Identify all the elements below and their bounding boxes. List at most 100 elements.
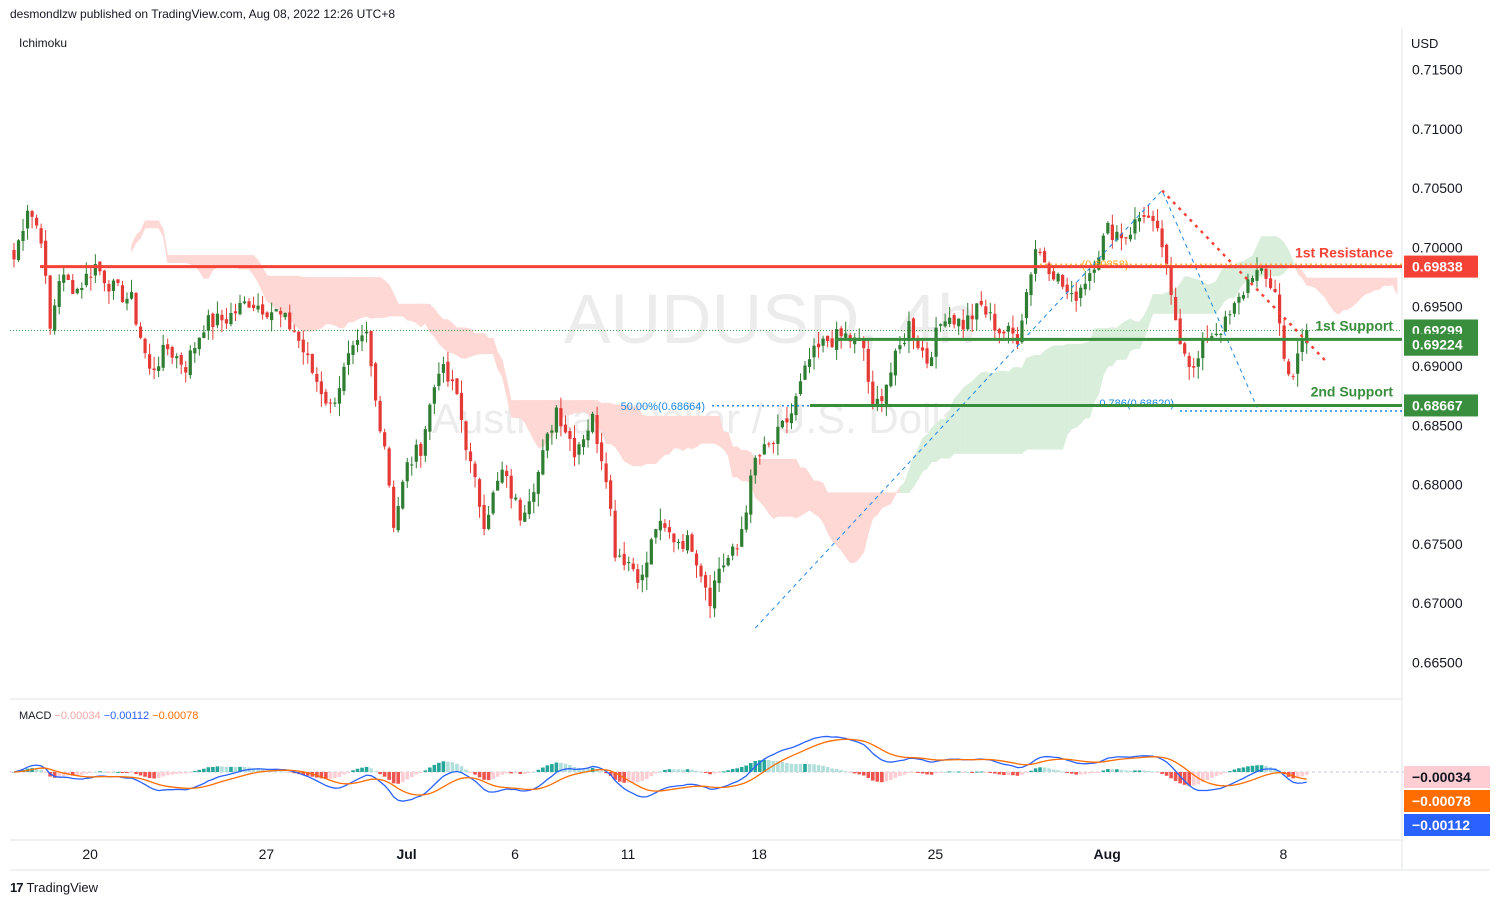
candle-body — [1047, 263, 1051, 275]
candle-body — [731, 546, 735, 556]
support2-price-tag-box — [1404, 394, 1478, 417]
candle-body — [1137, 217, 1142, 222]
macd-bar — [477, 772, 482, 778]
macd-bar — [391, 772, 396, 784]
macd-bar — [541, 767, 545, 772]
candle — [672, 533, 676, 553]
candle-body — [89, 276, 93, 278]
candle — [735, 543, 739, 556]
macd-bar — [595, 769, 599, 772]
macd-bar — [409, 772, 414, 778]
time-tick: Jul — [396, 846, 416, 862]
price-tick: 0.68000 — [1412, 477, 1463, 493]
candle — [884, 384, 888, 417]
candle-body — [1237, 296, 1241, 303]
candle-body — [875, 398, 879, 406]
candle — [740, 516, 744, 547]
candle — [812, 338, 816, 370]
cloud-segment — [935, 418, 941, 463]
macd-bar — [364, 766, 369, 772]
candle-body — [1291, 376, 1295, 378]
cloud-segment — [1044, 347, 1050, 450]
macd-bar — [1092, 772, 1097, 773]
candle-body — [654, 529, 658, 538]
candle-body — [911, 318, 916, 340]
macd-bar — [816, 765, 821, 772]
candle-body — [789, 413, 794, 424]
candle — [1250, 275, 1255, 283]
cloud-segment — [700, 415, 706, 444]
candle — [509, 469, 513, 509]
candle — [301, 330, 305, 365]
candle-body — [21, 230, 25, 242]
candle-body — [419, 443, 423, 456]
macd-bar — [1015, 772, 1020, 776]
candle — [446, 352, 450, 387]
cloud-segment — [538, 400, 544, 448]
candle-body — [532, 492, 536, 502]
candle — [1133, 207, 1137, 240]
candle-body — [157, 366, 161, 371]
candle — [1128, 227, 1133, 242]
price-tick: 0.71000 — [1412, 121, 1463, 137]
macd-bar — [34, 768, 39, 772]
candle-body — [25, 210, 30, 229]
macd-bar — [1237, 768, 1241, 772]
candle-body — [604, 463, 608, 483]
candle — [889, 362, 893, 388]
candle — [143, 337, 147, 359]
cloud-segment — [687, 415, 693, 449]
cloud-segment — [578, 400, 584, 414]
cloud-segment — [831, 492, 837, 546]
macd-bar — [89, 772, 93, 773]
candle-body — [758, 455, 762, 457]
macd-bar — [1273, 768, 1277, 772]
candle-body — [297, 331, 301, 341]
cloud-segment — [1116, 323, 1122, 360]
candle-body — [166, 344, 170, 350]
macd-bar — [1078, 772, 1083, 775]
cloud-segment — [307, 277, 313, 332]
indicator-label[interactable]: Ichimoku — [19, 36, 68, 50]
macd-bar — [649, 772, 654, 777]
tradingview-footer[interactable]: 17 TradingView — [10, 880, 98, 895]
macd-bar — [1259, 765, 1264, 772]
macd-bar — [513, 772, 518, 774]
macd-bar — [798, 764, 803, 772]
candle-body — [844, 333, 848, 338]
cloud-segment — [1080, 342, 1086, 425]
candle-body — [455, 378, 459, 394]
macd-bar — [690, 769, 694, 772]
cloud-segment — [691, 415, 697, 450]
candle-body — [202, 332, 206, 339]
candle-body — [957, 318, 961, 327]
candle — [383, 428, 387, 450]
candle-body — [138, 326, 143, 338]
candle — [419, 441, 423, 468]
candle-body — [342, 366, 346, 392]
cloud-segment — [443, 319, 449, 354]
candle-body — [997, 329, 1001, 334]
candle — [798, 373, 803, 396]
candle-body — [988, 312, 992, 314]
candle-body — [771, 442, 775, 444]
candle — [518, 497, 522, 526]
candle-body — [206, 315, 210, 331]
candle — [410, 456, 414, 476]
candle-body — [726, 557, 730, 566]
candle-body — [179, 355, 183, 365]
cloud-segment — [967, 381, 973, 454]
candle — [450, 369, 455, 391]
candle-body — [364, 331, 369, 334]
macd-bar — [898, 772, 902, 777]
macd-bar — [744, 765, 749, 772]
candle — [907, 311, 911, 354]
candle-body — [1106, 222, 1110, 234]
candle — [780, 420, 784, 429]
macd-bar — [943, 771, 947, 773]
candle-body — [1128, 234, 1133, 240]
candle-body — [509, 475, 513, 499]
candle — [1042, 247, 1047, 263]
macd-bar — [75, 772, 80, 776]
